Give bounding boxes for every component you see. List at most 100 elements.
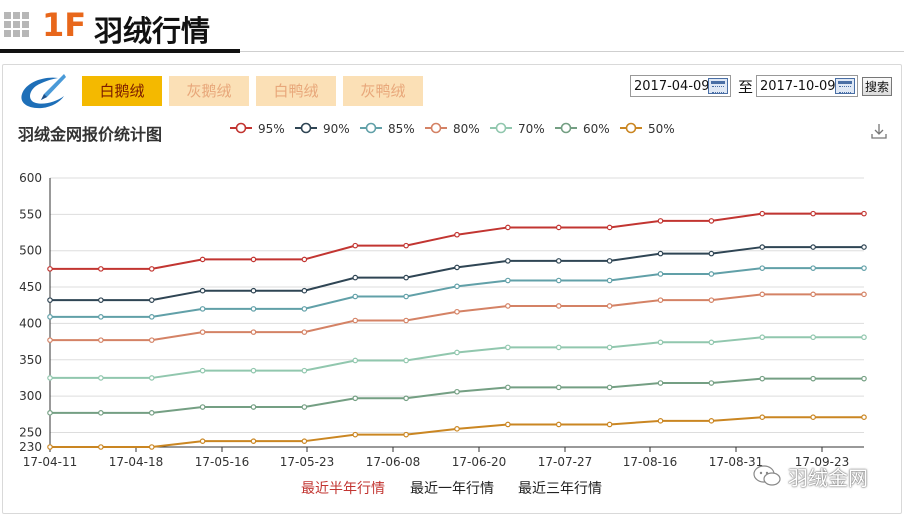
data-point[interactable] [861,414,867,420]
data-point[interactable] [98,444,104,450]
data-point[interactable] [861,210,867,217]
data-point[interactable] [708,297,715,303]
data-point[interactable] [403,274,409,281]
data-point[interactable] [759,334,766,341]
data-point[interactable] [199,438,206,444]
data-point[interactable] [861,375,867,382]
end-date-field[interactable]: 2017-10-09 [756,75,858,97]
data-point[interactable] [708,218,715,224]
data-point[interactable] [606,258,613,264]
data-point[interactable] [199,256,206,263]
data-point[interactable] [759,414,766,420]
legend-item[interactable]: 85% [360,122,415,136]
data-point[interactable] [505,258,511,264]
data-point[interactable] [555,384,562,391]
data-point[interactable] [148,375,155,381]
data-point[interactable] [250,287,257,294]
data-point[interactable] [403,357,409,364]
data-point[interactable] [148,410,155,416]
data-point[interactable] [505,421,511,428]
tab-grey-goose-down[interactable]: 灰鹅绒 [169,76,249,106]
data-point[interactable] [301,438,308,444]
data-point[interactable] [810,265,816,271]
data-point[interactable] [505,344,511,351]
data-point[interactable] [98,375,104,381]
data-point[interactable] [810,334,816,341]
data-point[interactable] [250,367,257,374]
data-point[interactable] [352,431,359,438]
data-point[interactable] [352,395,359,402]
data-point[interactable] [657,218,664,224]
data-point[interactable] [301,367,308,374]
data-point[interactable] [454,349,460,356]
data-point[interactable] [606,421,613,428]
data-point[interactable] [199,306,206,312]
data-point[interactable] [250,404,257,410]
data-point[interactable] [98,266,104,272]
data-point[interactable] [403,317,409,324]
data-point[interactable] [352,357,359,364]
data-point[interactable] [98,410,104,416]
data-point[interactable] [403,242,409,249]
data-point[interactable] [708,250,715,257]
data-point[interactable] [47,444,53,450]
data-point[interactable] [301,287,308,294]
period-half-year[interactable]: 最近半年行情 [301,481,385,497]
data-point[interactable] [657,339,664,346]
legend-item[interactable]: 90% [295,122,350,136]
data-point[interactable] [250,329,257,335]
data-point[interactable] [861,265,867,271]
data-point[interactable] [454,308,460,315]
data-point[interactable] [47,375,53,381]
data-point[interactable] [505,303,511,309]
legend-item[interactable]: 80% [425,122,480,136]
data-point[interactable] [861,244,867,250]
data-point[interactable] [555,303,562,309]
data-point[interactable] [759,244,766,250]
data-point[interactable] [199,287,206,294]
data-point[interactable] [708,339,715,346]
data-point[interactable] [759,210,766,217]
data-point[interactable] [606,224,613,231]
data-point[interactable] [810,210,816,217]
data-point[interactable] [555,421,562,428]
data-point[interactable] [352,274,359,281]
data-point[interactable] [454,283,460,290]
data-point[interactable] [47,337,53,343]
legend-item[interactable]: 50% [620,122,675,136]
data-point[interactable] [47,314,53,320]
data-point[interactable] [657,380,664,386]
data-point[interactable] [199,367,206,374]
data-point[interactable] [708,271,715,277]
legend-item[interactable]: 60% [555,122,610,136]
data-point[interactable] [148,444,155,450]
data-point[interactable] [250,438,257,444]
data-point[interactable] [810,375,816,382]
data-point[interactable] [555,224,562,231]
data-point[interactable] [555,344,562,351]
data-point[interactable] [657,418,664,424]
legend-item[interactable]: 95% [230,122,285,136]
data-point[interactable] [98,297,104,303]
data-point[interactable] [98,337,104,343]
data-point[interactable] [454,388,460,395]
data-point[interactable] [657,297,664,303]
data-point[interactable] [148,337,155,343]
data-point[interactable] [352,242,359,249]
data-point[interactable] [708,418,715,424]
data-point[interactable] [148,314,155,320]
data-point[interactable] [708,380,715,386]
data-point[interactable] [606,303,613,309]
data-point[interactable] [861,291,867,298]
data-point[interactable] [555,258,562,264]
data-point[interactable] [606,384,613,391]
data-point[interactable] [403,293,409,300]
download-icon[interactable] [870,122,888,140]
calendar-icon[interactable] [708,78,728,94]
data-point[interactable] [505,277,511,284]
data-point[interactable] [148,297,155,303]
period-three-years[interactable]: 最近三年行情 [518,481,602,497]
data-point[interactable] [861,334,867,341]
legend-item[interactable]: 70% [490,122,545,136]
tab-white-duck-down[interactable]: 白鸭绒 [256,76,336,106]
